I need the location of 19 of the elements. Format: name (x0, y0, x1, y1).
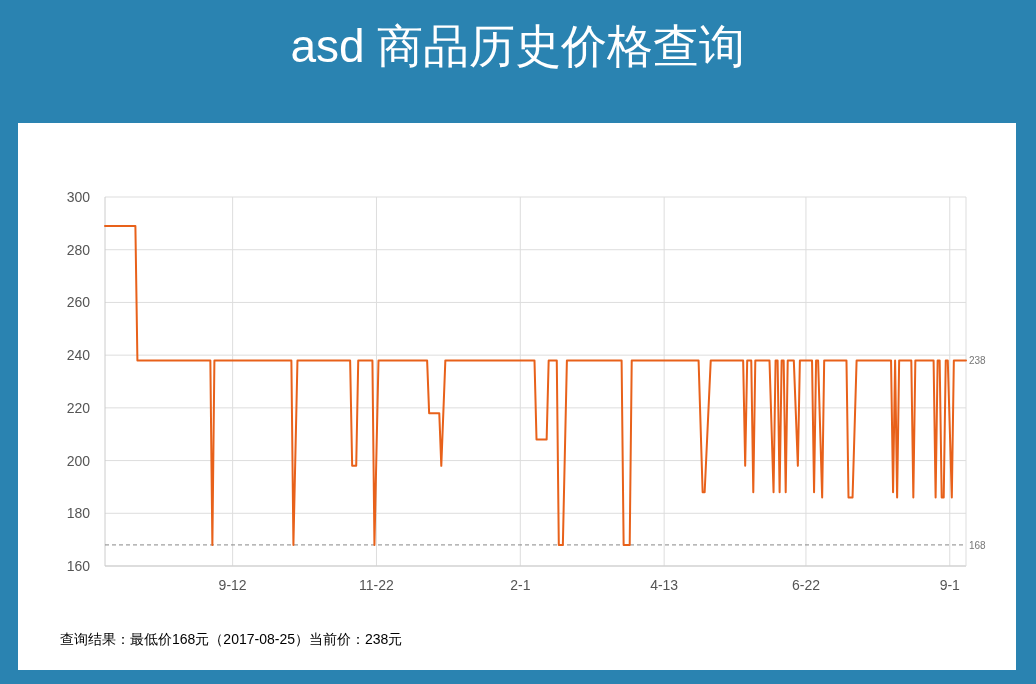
y-tick-label: 300 (66, 189, 91, 205)
title: asd 商品历史价格查询 (290, 20, 746, 72)
text: 查询结果：最低价168元（2017-08-25）当前价：238元 (60, 631, 403, 647)
x-tick-label: 2-1 (510, 577, 531, 593)
y-tick-label: 160 (66, 558, 91, 574)
annotation: 238 (969, 355, 987, 367)
y-tick-label: 180 (66, 505, 91, 522)
x-tick-label: 11-22 (359, 577, 395, 593)
ref-line-label: 168 (969, 539, 987, 551)
x-tick-label: 9-1 (939, 577, 961, 593)
y-tick-label: 200 (66, 452, 91, 469)
y-tick-label: 260 (66, 294, 91, 311)
line-series (104, 224, 967, 546)
y-tick-label: 280 (66, 241, 91, 258)
x-tick-label: 9-12 (218, 577, 247, 593)
x-tick-label: 6-22 (791, 577, 821, 593)
y-tick-label: 220 (66, 399, 91, 416)
x-tick-label: 4-13 (650, 577, 679, 593)
y-tick-label: 240 (66, 347, 91, 364)
